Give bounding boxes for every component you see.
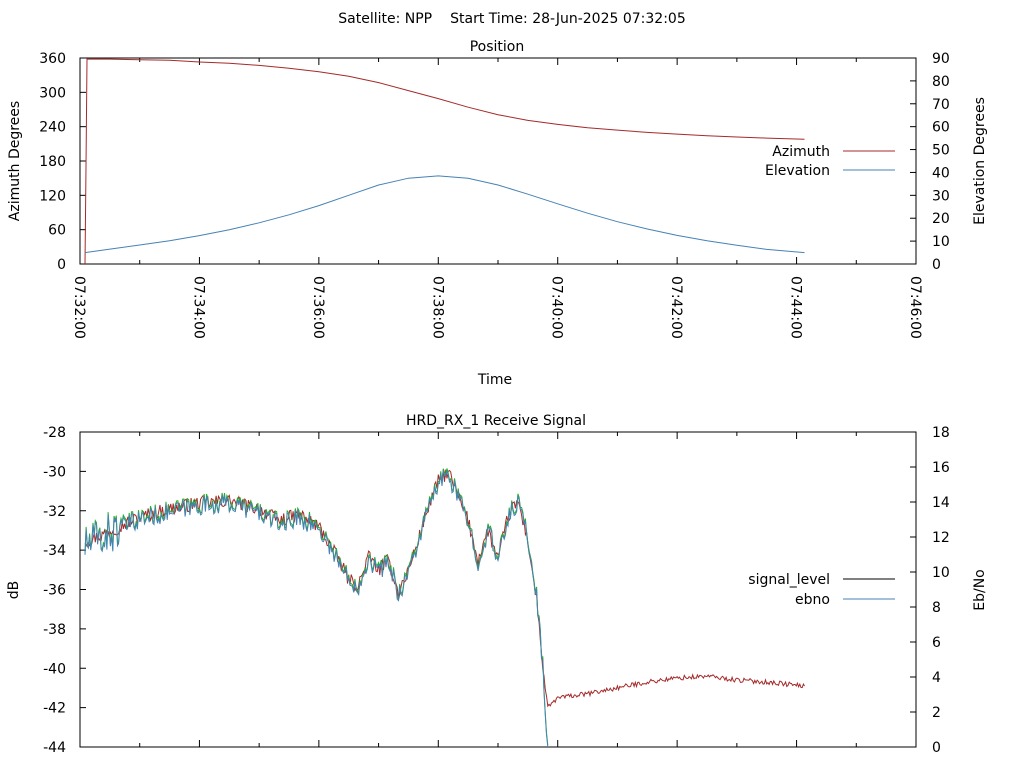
y2-tick-label: 50	[932, 143, 950, 159]
legend-ebno-label: ebno	[795, 592, 830, 608]
y2-tick-label: 0	[932, 257, 941, 273]
y2-tick-label: 10	[932, 565, 950, 581]
y2-tick-label: 16	[932, 460, 950, 476]
y-tick-label: 180	[39, 154, 66, 170]
legend-signal-level-label: signal_level	[748, 572, 830, 588]
x-tick-label: 07:36:00	[310, 276, 326, 339]
chart-header: Satellite: NPP Start Time: 28-Jun-2025 07…	[338, 11, 685, 27]
series-line-Azimuth	[84, 58, 805, 265]
y2-tick-label: 10	[932, 234, 950, 250]
position-x-ticks: 07:32:00 07:34:00 07:36:00 07:38:00 07:40:00…	[71, 58, 923, 339]
y2-tick-label: 20	[932, 211, 950, 227]
position-series	[84, 58, 805, 265]
series-line-Elevation	[84, 175, 805, 254]
position-title: Position	[470, 39, 525, 55]
legend-azimuth-label: Azimuth	[772, 144, 830, 160]
time-axis-label: Time	[477, 372, 512, 388]
satellite-label: Satellite: NPP	[338, 11, 432, 27]
y-tick-label: -34	[43, 543, 66, 559]
y-tick-label: -38	[43, 622, 66, 638]
y-tick-label: 300	[39, 85, 66, 101]
y2-tick-label: 8	[932, 600, 941, 616]
series-line-ebno-shadow	[84, 468, 549, 746]
signal-series	[84, 468, 805, 748]
y2-tick-label: 90	[932, 51, 950, 67]
y2-tick-label: 4	[932, 670, 941, 686]
y-tick-label: 240	[39, 120, 66, 136]
y2-tick-label: 2	[932, 705, 941, 721]
x-tick-label: 07:38:00	[429, 276, 445, 339]
y-tick-label: -44	[43, 740, 66, 756]
y-tick-label: -42	[43, 701, 66, 717]
signal-legend: signal_level ebno	[748, 572, 895, 608]
elevation-axis-label: Elevation Degrees	[972, 97, 988, 225]
y-tick-label: -40	[43, 661, 66, 677]
x-tick-label: 07:34:00	[190, 276, 206, 339]
y-tick-label: -30	[43, 464, 66, 480]
y2-tick-label: 6	[932, 635, 941, 651]
signal-plot-frame	[79, 431, 917, 748]
position-y-ticks: 0 60 120 180 240 300 360	[39, 51, 86, 273]
ebno-axis-label: Eb/No	[972, 569, 988, 611]
start-time-label: Start Time: 28-Jun-2025 07:32:05	[450, 11, 686, 27]
y2-tick-label: 30	[932, 188, 950, 204]
y-tick-label: 120	[39, 188, 66, 204]
x-tick-label: 07:40:00	[549, 276, 565, 339]
y-tick-label: 360	[39, 51, 66, 67]
y-tick-label: -32	[43, 504, 66, 520]
position-plot-frame	[79, 57, 917, 265]
y2-tick-label: 40	[932, 165, 950, 181]
receive-signal-title: HRD_RX_1 Receive Signal	[406, 413, 586, 429]
y2-tick-label: 12	[932, 530, 950, 546]
y2-tick-label: 80	[932, 74, 950, 90]
x-tick-label: 07:44:00	[788, 276, 804, 339]
y2-tick-label: 14	[932, 495, 950, 511]
x-tick-label: 07:32:00	[71, 276, 87, 339]
signal-x-ticks	[79, 432, 917, 747]
y2-tick-label: 0	[932, 740, 941, 756]
signal-y2-ticks: 0 2 4 6 8 10 12 14 16 18	[910, 425, 950, 756]
y-tick-label: 0	[57, 257, 66, 273]
position-y2-ticks: 0 10 20 30 40 50 60 70 80 90	[910, 51, 950, 273]
y-tick-label: -28	[43, 425, 66, 441]
y2-tick-label: 70	[932, 97, 950, 113]
legend-elevation-label: Elevation	[765, 163, 830, 179]
series-line-ebno	[84, 470, 549, 748]
x-tick-label: 07:42:00	[668, 276, 684, 339]
x-tick-label: 07:46:00	[907, 276, 923, 339]
y2-tick-label: 60	[932, 120, 950, 136]
db-axis-label: dB	[6, 581, 22, 600]
y-tick-label: -36	[43, 583, 66, 599]
y2-tick-label: 18	[932, 425, 950, 441]
position-legend: Azimuth Elevation	[765, 144, 895, 179]
y-tick-label: 60	[48, 223, 66, 239]
azimuth-axis-label: Azimuth Degrees	[7, 101, 23, 221]
signal-y-ticks: -44 -42 -40 -38 -36 -34 -32 -30 -28	[43, 425, 86, 756]
